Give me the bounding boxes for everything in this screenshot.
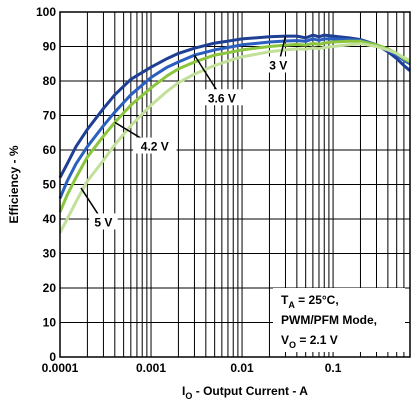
callout-bg (264, 56, 293, 73)
cond-ta-sub: A (288, 300, 295, 310)
y-tick-label: 100 (36, 5, 56, 19)
x-axis-title-rest: - Output Current - A (192, 384, 308, 398)
y-tick-label: 90 (43, 40, 57, 54)
callout-layer: 3 V 3.6 V 4.2 V 5 V (80, 35, 293, 230)
cond-vo-sub: O (289, 340, 296, 350)
conditions-line-1: TA = 25°C, (281, 293, 339, 310)
conditions-bg (273, 288, 405, 352)
series-line (58, 33, 411, 179)
plot-frame (59, 11, 411, 358)
y-tick-label: 20 (43, 281, 57, 295)
callout-label: 5 V (94, 215, 112, 229)
y-tick-labels: 0 10 20 30 40 50 60 70 80 90 100 (36, 5, 56, 364)
y-tick-label: 50 (43, 178, 57, 192)
series-layer (58, 33, 411, 234)
x-tick-label: 0.1 (325, 361, 342, 375)
x-tick-label: 0.001 (136, 361, 166, 375)
conditions-line-3: VO = 2.1 V (281, 333, 338, 350)
y-axis-title: Efficiency - % (7, 145, 21, 223)
series-line (58, 39, 411, 213)
series-line (58, 42, 411, 234)
cond-vo-rest: = 2.1 V (296, 333, 338, 347)
y-tick-label: 40 (43, 212, 57, 226)
cond-ta-rest: = 25°C, (295, 293, 339, 307)
conditions-box: TA = 25°C, PWM/PFM Mode, VO = 2.1 V (273, 288, 405, 352)
x-axis-title: IO - Output Current - A (182, 384, 308, 401)
callout-label: 3.6 V (208, 91, 236, 105)
cond-vo: V (281, 333, 289, 347)
x-tick-label: 0.0001 (42, 361, 79, 375)
conditions-line-2: PWM/PFM Mode, (281, 313, 377, 327)
y-tick-label: 70 (43, 109, 57, 123)
y-tick-label: 30 (43, 247, 57, 261)
x-tick-label: 0.01 (230, 361, 254, 375)
y-tick-label: 60 (43, 143, 57, 157)
callout-bg (89, 213, 118, 230)
callout-label: 3 V (269, 58, 287, 72)
y-tick-label: 80 (43, 74, 57, 88)
callout-label: 4.2 V (141, 140, 169, 154)
callout-bg (133, 137, 177, 154)
y-tick-label: 0 (49, 350, 56, 364)
x-axis-title-sub: O (185, 391, 192, 401)
x-tick-labels: 0.0001 0.001 0.01 0.1 (42, 361, 342, 375)
cond-ta: T (281, 293, 289, 307)
y-tick-label: 10 (43, 316, 57, 330)
x-axis-title-main: I (182, 384, 185, 398)
series-line (58, 37, 411, 199)
callout-bg (200, 89, 244, 106)
